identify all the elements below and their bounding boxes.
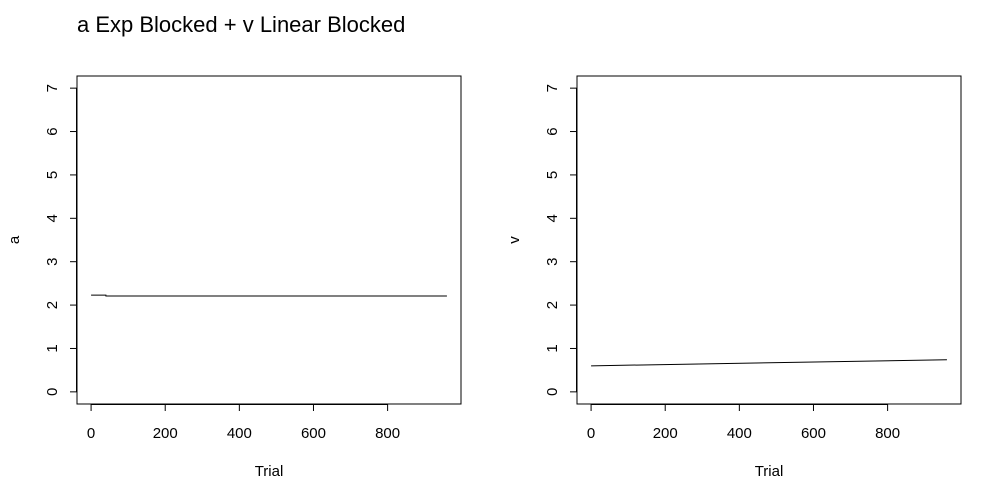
y-tick-label: 0 (44, 388, 61, 396)
figure-title: a Exp Blocked + v Linear Blocked (77, 12, 406, 37)
y-tick-label: 7 (44, 84, 61, 92)
y-tick-label: 7 (544, 84, 561, 92)
panel-a: 0 200 400 600 800 0 1 2 3 4 5 6 7 Trial a (6, 75, 462, 480)
plot-frame (76, 75, 462, 405)
x-tick-label: 800 (875, 425, 900, 442)
x-tick-label: 0 (87, 425, 95, 442)
x-axis-title: Trial (255, 463, 284, 480)
plot-frame (576, 75, 962, 405)
x-axis-title: Trial (755, 463, 784, 480)
y-tick-label: 1 (544, 344, 561, 352)
y-tick-label: 0 (544, 388, 561, 396)
y-tick-label: 3 (44, 258, 61, 266)
y-tick-label: 6 (544, 127, 561, 135)
x-tick-label: 600 (301, 425, 326, 442)
y-tick-label: 2 (44, 301, 61, 309)
x-tick-label: 400 (727, 425, 752, 442)
y-tick-label: 5 (44, 171, 61, 179)
x-tick-label: 200 (153, 425, 178, 442)
x-tick-label: 400 (227, 425, 252, 442)
y-tick-label: 4 (544, 214, 561, 222)
y-axis-title: a (6, 235, 23, 244)
y-tick-label: 3 (544, 258, 561, 266)
panel-v: 0 200 400 600 800 0 1 2 3 4 5 6 7 Trial v (506, 75, 962, 480)
series-line (91, 294, 447, 297)
y-tick-label: 6 (44, 127, 61, 135)
y-tick-label: 5 (544, 171, 561, 179)
y-tick-label: 2 (544, 301, 561, 309)
x-tick-label: 0 (587, 425, 595, 442)
x-tick-label: 200 (653, 425, 678, 442)
y-axis-title: v (506, 236, 523, 244)
x-tick-label: 800 (375, 425, 400, 442)
series-line (591, 359, 947, 367)
x-tick-label: 600 (801, 425, 826, 442)
y-tick-label: 4 (44, 214, 61, 222)
y-tick-label: 1 (44, 344, 61, 352)
